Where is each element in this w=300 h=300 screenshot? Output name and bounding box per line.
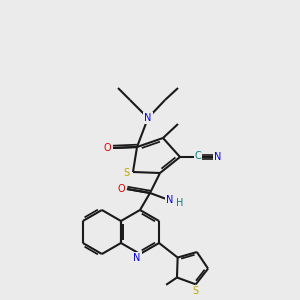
Text: S: S	[193, 286, 199, 296]
Text: N: N	[133, 253, 141, 263]
Text: S: S	[123, 168, 129, 178]
Text: O: O	[117, 184, 125, 194]
Text: N: N	[144, 113, 152, 123]
Text: H: H	[176, 198, 184, 208]
Text: N: N	[214, 152, 222, 162]
Text: N: N	[166, 195, 174, 205]
Text: C: C	[195, 151, 201, 161]
Text: O: O	[103, 143, 111, 153]
